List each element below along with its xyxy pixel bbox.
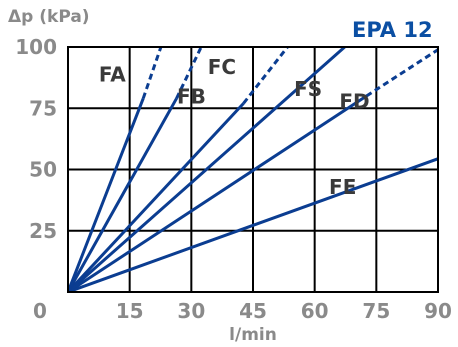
- series-line-fd-dashed: [365, 47, 438, 98]
- series-label-fs: FS: [294, 77, 322, 101]
- x-tick-label: 90: [424, 299, 452, 323]
- series-line-fd: [68, 94, 368, 292]
- plot-frame: [67, 46, 439, 293]
- series-label-fe: FE: [329, 175, 356, 199]
- series-label-fa: FA: [99, 62, 126, 86]
- x-tick-label: 75: [362, 299, 390, 323]
- y-tick-labels: 25 50 75 100: [15, 35, 57, 243]
- x-tick-label: 0: [33, 299, 47, 323]
- series-label-fb: FB: [177, 84, 206, 108]
- x-tick-label: 45: [239, 299, 267, 323]
- y-tick-label: 75: [29, 96, 57, 120]
- y-tick-label: 100: [15, 35, 57, 59]
- y-tick-label: 50: [29, 158, 57, 182]
- series-line-fa-dashed: [141, 47, 163, 99]
- series-line-fe: [68, 157, 438, 292]
- series-line-fa: [68, 97, 145, 292]
- series-line-fc: [68, 102, 245, 292]
- y-axis-title: Δp (kPa): [8, 7, 90, 27]
- series-line-fc-dashed: [242, 47, 289, 105]
- x-tick-labels: 0 15 30 45 60 75 90: [33, 299, 452, 323]
- x-tick-label: 30: [177, 299, 205, 323]
- series-lines: [68, 47, 438, 292]
- series-label-fc: FC: [208, 55, 236, 79]
- x-tick-label: 15: [116, 299, 144, 323]
- series-label-fd: FD: [339, 89, 369, 113]
- chart-title: EPA 12: [352, 18, 433, 42]
- y-tick-label: 25: [29, 219, 57, 243]
- series-line-fb: [68, 97, 178, 292]
- x-axis-title: l/min: [229, 325, 277, 345]
- x-tick-label: 60: [301, 299, 329, 323]
- series-line-fs: [68, 47, 346, 292]
